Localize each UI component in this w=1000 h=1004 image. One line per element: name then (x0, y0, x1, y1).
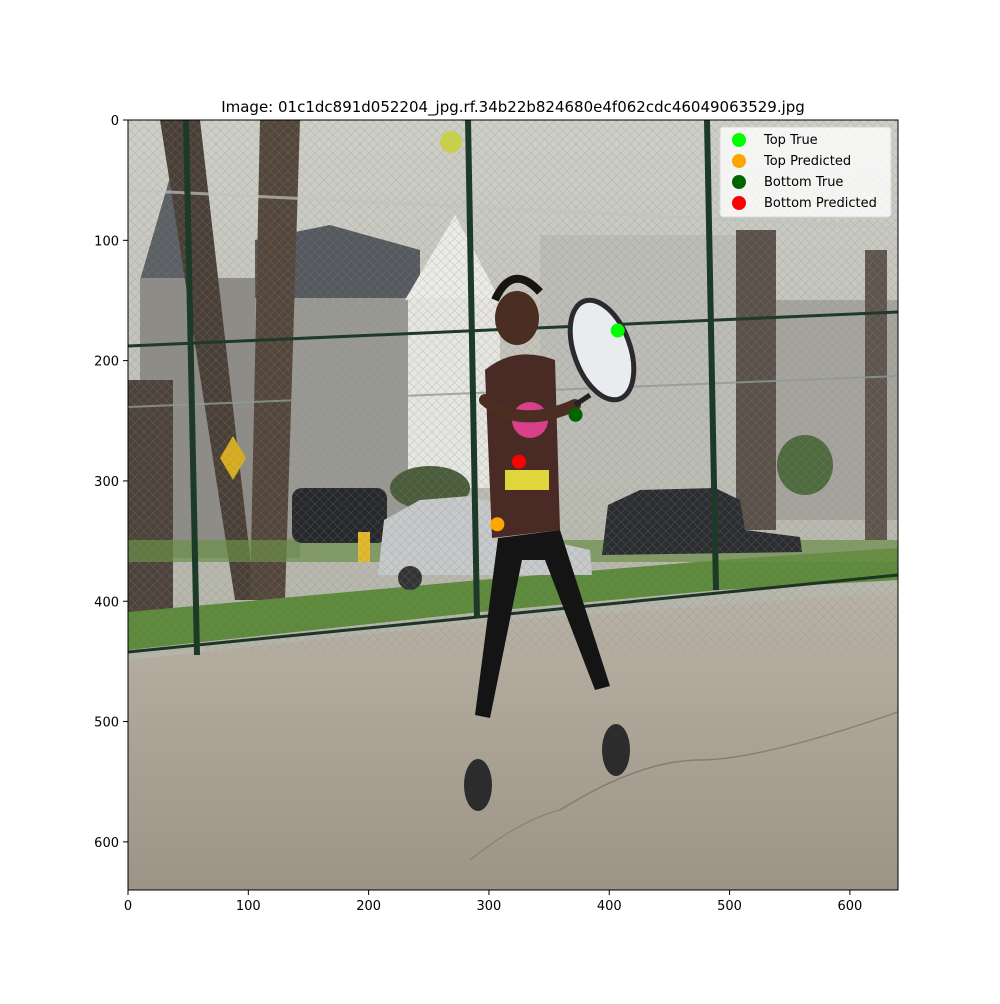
x-tick-label: 100 (236, 899, 261, 914)
y-tick-label: 400 (94, 595, 119, 610)
data-markers (490, 323, 625, 532)
x-tick-label: 500 (717, 899, 742, 914)
x-tick-label: 200 (356, 899, 381, 914)
marker-top-predicted (490, 517, 505, 532)
y-tick-label: 100 (94, 234, 119, 249)
legend-marker-top-true (732, 133, 746, 147)
legend-label-top-predicted: Top Predicted (763, 154, 851, 169)
legend: Top True Top Predicted Bottom True Bottom P… (719, 126, 892, 218)
y-tick-label: 500 (94, 716, 119, 731)
legend-label-top-true: Top True (763, 133, 818, 148)
legend-marker-bottom-true (732, 175, 746, 189)
marker-bottom-predicted (512, 454, 527, 469)
y-tick-label: 200 (94, 355, 119, 370)
marker-bottom-true (568, 407, 583, 422)
x-tick-label: 300 (477, 899, 502, 914)
legend-label-bottom-true: Bottom True (764, 175, 843, 190)
plot-area-frame (127, 119, 899, 891)
y-tick-label: 0 (111, 114, 119, 129)
x-axis: 0 100 200 300 400 500 600 (124, 890, 862, 914)
y-tick-label: 300 (94, 475, 119, 490)
legend-marker-bottom-predicted (732, 196, 746, 210)
legend-marker-top-predicted (732, 154, 746, 168)
y-tick-label: 600 (94, 836, 119, 851)
x-tick-label: 0 (124, 899, 132, 914)
chart-title: Image: 01c1dc891d052204_jpg.rf.34b22b824… (221, 98, 805, 117)
x-tick-label: 600 (837, 899, 862, 914)
marker-top-true (610, 323, 625, 338)
legend-box (719, 126, 892, 218)
x-tick-label: 400 (597, 899, 622, 914)
y-axis: 0 100 200 300 400 500 600 (94, 114, 128, 851)
background-photo (128, 120, 898, 890)
legend-label-bottom-predicted: Bottom Predicted (764, 196, 877, 211)
